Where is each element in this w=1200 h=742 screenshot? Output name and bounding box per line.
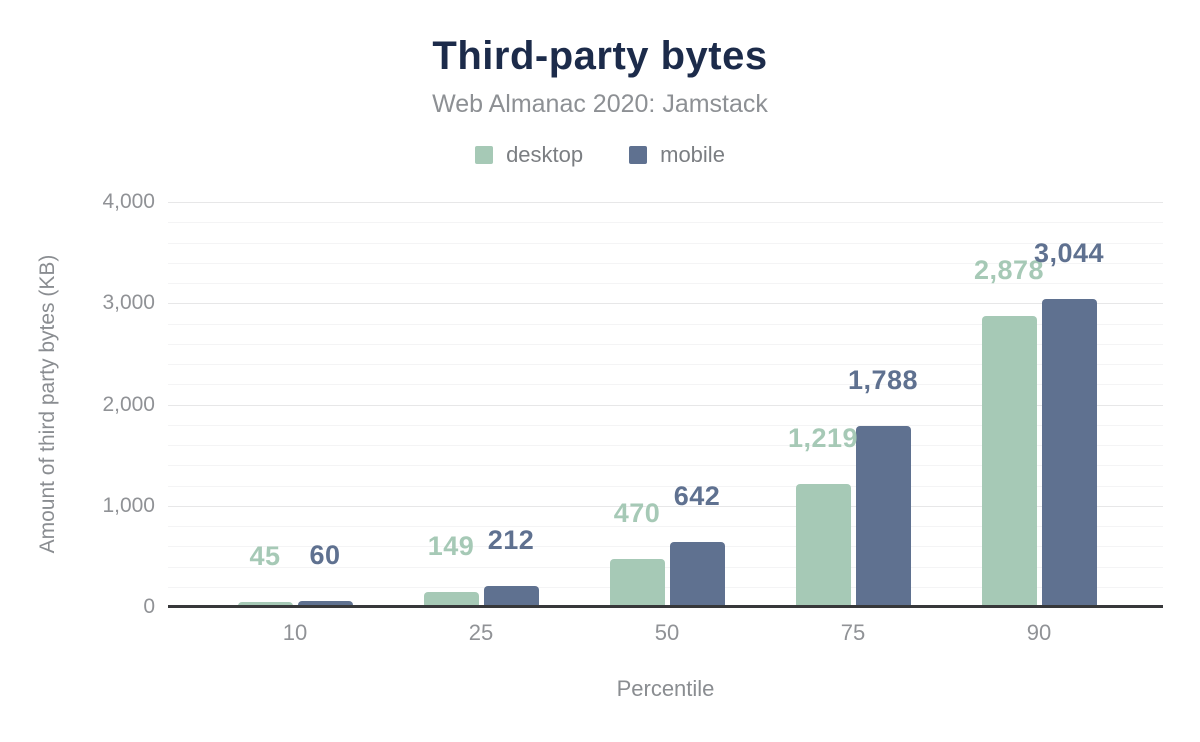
bar-mobile-75 [855, 426, 911, 607]
x-axis-title: Percentile [616, 676, 715, 701]
legend-label-mobile: mobile [660, 142, 725, 167]
y-axis-tick-label: 1,000 [102, 494, 155, 517]
x-axis-line [168, 605, 1163, 608]
value-label-desktop-90: 2,878 [973, 255, 1045, 285]
value-label-mobile-75: 1,788 [847, 365, 919, 395]
bar-mobile-90 [1041, 299, 1097, 607]
value-label-mobile-25: 212 [487, 525, 535, 555]
desktop-swatch-icon [475, 146, 494, 164]
minor-gridline [168, 263, 1163, 264]
x-axis-tick-label: 90 [1026, 620, 1052, 645]
legend: desktop mobile [0, 142, 1200, 168]
chart-subtitle: Web Almanac 2020: Jamstack [432, 90, 768, 118]
y-axis-tick-label: 2,000 [102, 393, 155, 416]
minor-gridline [168, 567, 1163, 568]
minor-gridline [168, 222, 1163, 223]
minor-gridline [168, 465, 1163, 466]
value-label-mobile-50: 642 [673, 481, 721, 511]
bar-desktop-90 [981, 316, 1037, 607]
minor-gridline [168, 324, 1163, 325]
minor-gridline [168, 486, 1163, 487]
value-label-desktop-25: 149 [427, 531, 475, 561]
legend-item-desktop: desktop [475, 142, 583, 168]
bar-mobile-50 [669, 542, 725, 607]
x-axis-tick-label: 75 [840, 620, 866, 645]
chart-title: Third-party bytes [432, 34, 768, 78]
minor-gridline [168, 445, 1163, 446]
value-label-desktop-75: 1,219 [787, 423, 859, 453]
minor-gridline [168, 344, 1163, 345]
bar-desktop-10 [237, 602, 293, 607]
value-label-mobile-90: 3,044 [1033, 238, 1105, 268]
x-axis-tick-label: 25 [468, 620, 494, 645]
minor-gridline [168, 425, 1163, 426]
minor-gridline [168, 587, 1163, 588]
major-gridline [168, 506, 1163, 507]
value-label-desktop-50: 470 [613, 498, 661, 528]
minor-gridline [168, 526, 1163, 527]
minor-gridline [168, 243, 1163, 244]
legend-item-mobile: mobile [629, 142, 725, 168]
value-label-mobile-10: 60 [309, 540, 341, 570]
y-axis-tick-label: 3,000 [102, 291, 155, 314]
value-label-desktop-10: 45 [249, 541, 281, 571]
y-axis-title: Amount of third party bytes (KB) [36, 254, 59, 554]
mobile-swatch-icon [629, 146, 648, 164]
bar-mobile-25 [483, 586, 539, 607]
minor-gridline [168, 546, 1163, 547]
bar-desktop-50 [609, 559, 665, 607]
bar-desktop-25 [423, 592, 479, 607]
x-axis-tick-label: 10 [282, 620, 308, 645]
minor-gridline [168, 364, 1163, 365]
major-gridline [168, 202, 1163, 203]
minor-gridline [168, 384, 1163, 385]
major-gridline [168, 303, 1163, 304]
bar-mobile-10 [297, 601, 353, 607]
bar-desktop-75 [795, 484, 851, 607]
minor-gridline [168, 283, 1163, 284]
y-axis-tick-label: 4,000 [102, 190, 155, 213]
major-gridline [168, 405, 1163, 406]
y-axis-tick-label: 0 [143, 595, 155, 618]
legend-label-desktop: desktop [506, 142, 584, 167]
x-axis-tick-label: 50 [654, 620, 680, 645]
